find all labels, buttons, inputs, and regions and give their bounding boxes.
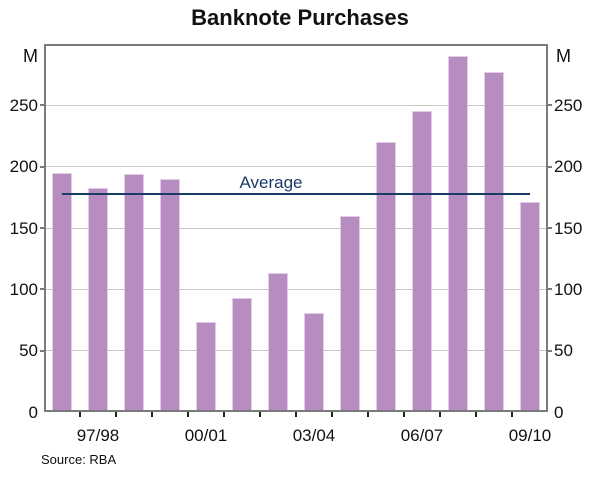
x-axis-tick [403, 412, 405, 417]
y-axis-tick-label-left-150: 150 [9, 218, 38, 238]
chart-title: Banknote Purchases [191, 5, 409, 30]
x-axis-tick [331, 412, 333, 417]
x-axis-tick [79, 412, 81, 417]
bar-08/09 [484, 72, 504, 412]
bar-07/08 [448, 56, 468, 412]
y-axis-tick-left-100 [40, 288, 44, 291]
y-axis-tick-label-left-50: 50 [19, 341, 38, 361]
gridline-50 [44, 350, 548, 352]
bar-02/03 [268, 273, 288, 412]
x-axis-tick [295, 412, 297, 417]
y-axis-tick-left-150 [40, 227, 44, 229]
y-axis-unit-right: M [556, 46, 571, 66]
y-axis-tick-label-right-0: 0 [554, 402, 564, 422]
y-axis-tick-label-right-50: 50 [554, 341, 573, 361]
bar-98/99 [124, 174, 144, 412]
gridline-100 [44, 288, 548, 290]
x-axis-tick [151, 412, 153, 417]
y-axis-tick-label-right-100: 100 [554, 279, 583, 299]
y-axis-tick-label-left-250: 250 [9, 95, 38, 115]
average-line-label: Average [239, 173, 303, 193]
bar-99/00 [160, 179, 180, 412]
y-axis-tick-label-right-150: 150 [554, 218, 583, 238]
x-axis-tick [187, 412, 189, 417]
y-axis-tick-label-left-0: 0 [28, 402, 38, 422]
x-axis-tick-label-97-98: 97/98 [76, 426, 120, 445]
gridline-250 [44, 104, 548, 106]
y-axis-tick-left-50 [40, 349, 44, 352]
plot-area: Average [44, 44, 548, 412]
bar-03/04 [304, 313, 324, 412]
x-axis-tick-label-00-01: 00/01 [184, 426, 228, 445]
x-axis-tick [115, 412, 117, 417]
x-axis-tick [259, 412, 261, 417]
bar-05/06 [376, 142, 396, 412]
x-axis-tick [511, 412, 513, 417]
bar-00/01 [196, 322, 216, 412]
bar-01/02 [232, 298, 252, 412]
bar-09/10 [520, 202, 540, 412]
gridline-150 [44, 227, 548, 229]
y-axis-tick-right-150 [548, 227, 552, 229]
bar-06/07 [412, 111, 432, 412]
source-note: Source: RBA [41, 452, 117, 467]
y-axis-tick-label-left-100: 100 [9, 279, 38, 299]
y-axis-tick-left-200 [40, 165, 44, 168]
bar-97/98 [88, 188, 108, 412]
x-axis-tick [223, 412, 225, 417]
x-axis-tick-label-03-04: 03/04 [292, 426, 336, 445]
x-axis-tick [475, 412, 477, 417]
y-axis-tick-label-right-250: 250 [554, 95, 583, 115]
x-axis-tick-label-09-10: 09/10 [508, 426, 552, 445]
y-axis-tick-right-200 [548, 165, 552, 168]
y-axis-tick-left-250 [40, 104, 44, 107]
x-axis-tick [367, 412, 369, 417]
y-axis-tick-right-100 [548, 288, 552, 291]
y-axis-unit-left: M [23, 46, 38, 66]
bar-04/05 [340, 216, 360, 412]
y-axis-tick-right-250 [548, 104, 552, 107]
y-axis-tick-label-left-200: 200 [9, 157, 38, 177]
y-axis-tick-label-right-200: 200 [554, 157, 583, 177]
x-axis-tick-label-06-07: 06/07 [400, 426, 444, 445]
average-line [62, 193, 530, 196]
x-axis-tick [439, 412, 441, 417]
bar-96/97 [52, 173, 72, 412]
gridline-200 [44, 166, 548, 168]
y-axis-tick-right-50 [548, 349, 552, 352]
